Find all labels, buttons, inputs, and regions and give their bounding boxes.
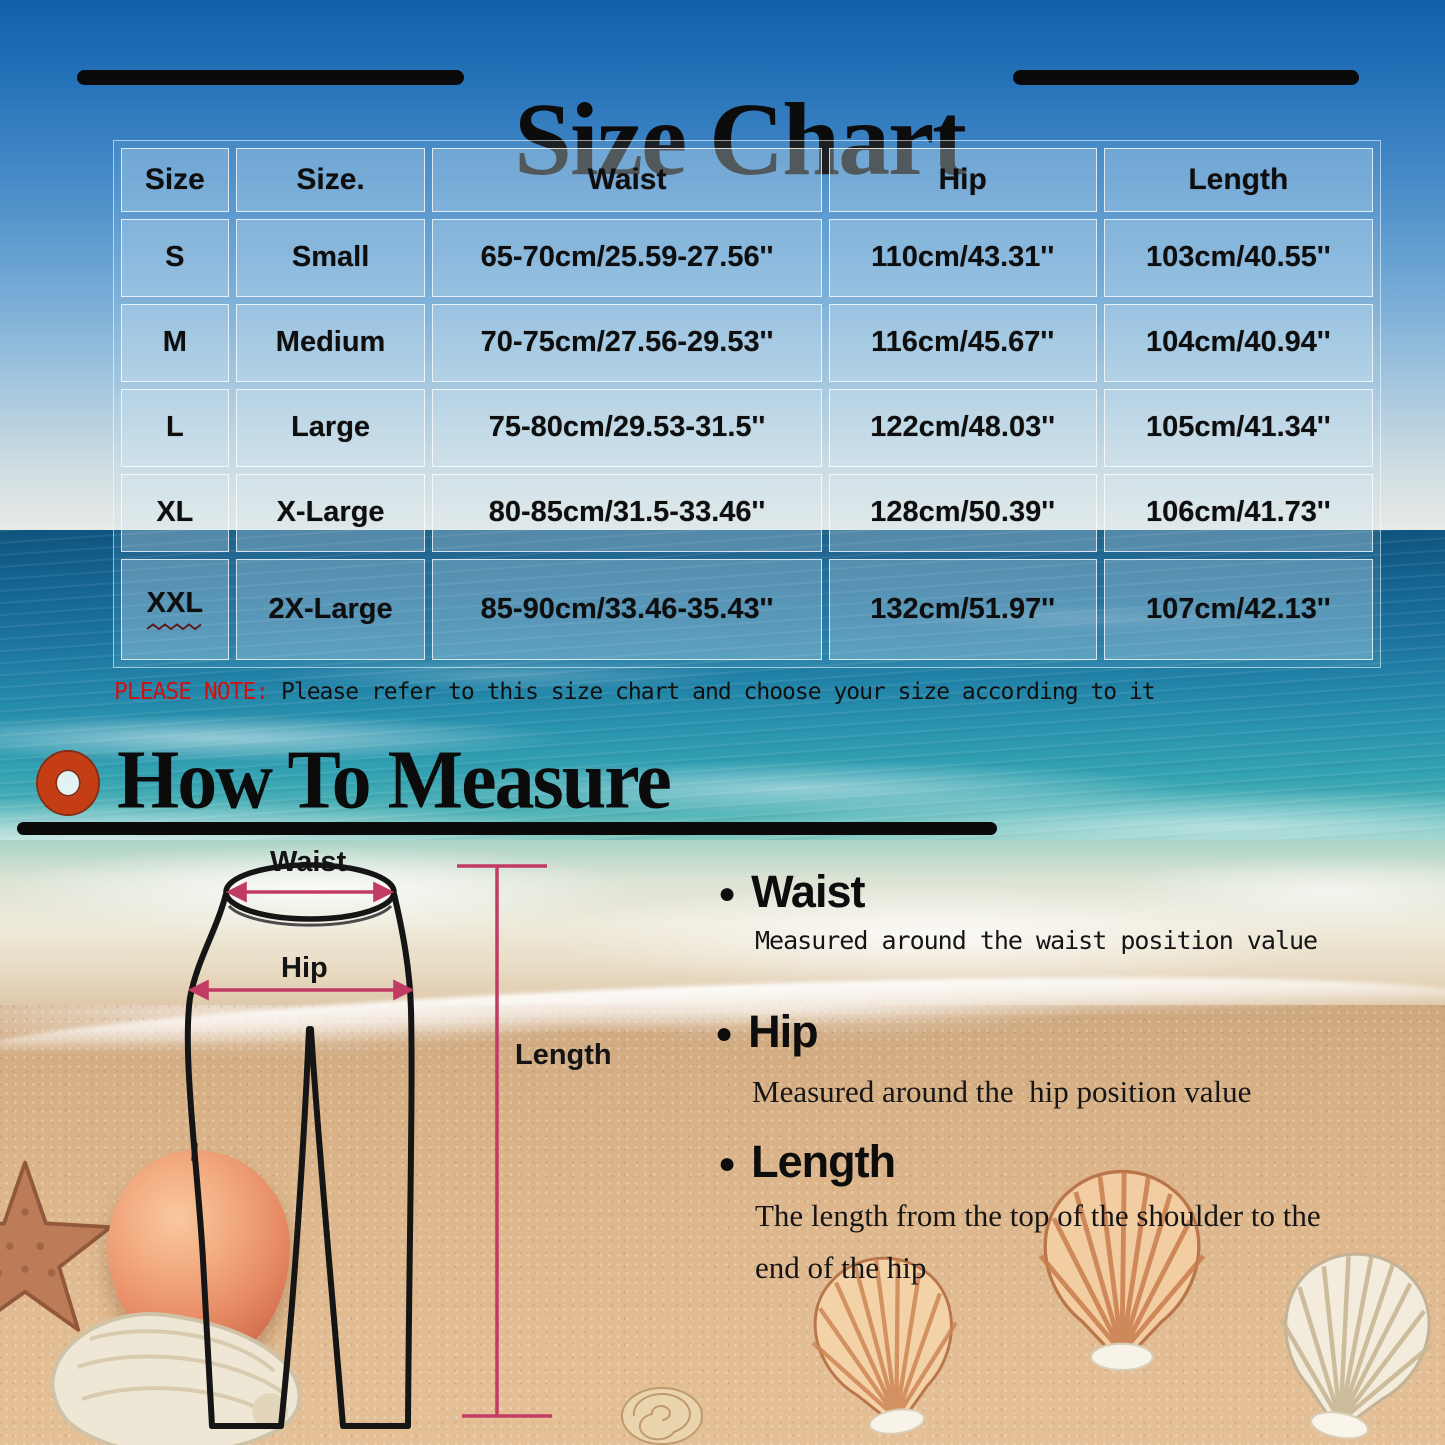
measure-item-length: ● Length The length from the top of the … — [718, 1136, 1355, 1294]
measure-description: The length from the top of the shoulder … — [755, 1198, 1329, 1285]
col-header-waist: Waist — [432, 148, 822, 212]
note-text: Please refer to this size chart and choo… — [268, 679, 1156, 705]
page-title: Size Chart — [514, 81, 967, 197]
measure-item-waist: ● Waist Measured around the waist positi… — [718, 866, 1318, 955]
scallop-shell-icon — [1279, 1252, 1433, 1440]
measure-description: Measured around the hip position value — [752, 1074, 1252, 1109]
col-header-hip: Hip — [828, 148, 1097, 212]
diagram-hip-label: Hip — [281, 952, 328, 984]
bullet-dot-icon: ● — [715, 1017, 734, 1050]
bullet-dot-icon: ● — [718, 877, 737, 910]
note-label: PLEASE NOTE: — [114, 679, 269, 705]
diagram-length-label: Length — [515, 1039, 612, 1071]
spellcheck-squiggle — [146, 623, 202, 631]
scallop-shell-icon — [811, 1256, 958, 1435]
conch-shell-icon — [50, 1312, 302, 1445]
measure-item-hip: ● Hip Measured around the hip position v… — [715, 1006, 1251, 1118]
sky-background — [0, 0, 1445, 532]
target-ring-icon — [38, 752, 98, 814]
col-header-length: Length — [1103, 148, 1373, 212]
table-row: XL X-Large 80-85cm/31.5-33.46'' 128cm/50… — [121, 473, 1373, 552]
scallop-shell-icon — [1038, 1170, 1206, 1372]
ocean-background — [0, 530, 1445, 845]
table-row: S Small 65-70cm/25.59-27.56'' 110cm/43.3… — [121, 219, 1373, 297]
bullet-dot-icon: ● — [718, 1147, 737, 1180]
measure-term: Length — [751, 1136, 896, 1187]
measure-term: Waist — [751, 866, 865, 917]
measure-description: Measured around the waist position value — [755, 926, 1318, 955]
how-to-measure-heading: How To Measure — [117, 734, 672, 827]
col-header-size: Size — [121, 148, 229, 212]
col-header-size-name: Size. — [235, 148, 426, 212]
pants-measurement-diagram — [184, 862, 552, 1429]
table-header-row: Size Size. Waist Hip Length — [121, 148, 1373, 212]
size-table: Size Size. Waist Hip Length S Small 65-7… — [113, 140, 1381, 668]
size-note: PLEASE NOTE: Please refer to this size c… — [114, 679, 1156, 705]
small-shell-icon — [621, 1387, 703, 1445]
table-row: M Medium 70-75cm/27.56-29.53'' 116cm/45.… — [121, 303, 1373, 382]
title-rule-right — [1013, 70, 1359, 85]
heading-underline — [17, 822, 997, 835]
diagram-waist-label: Waist — [270, 846, 347, 878]
title-rule-left — [77, 70, 464, 85]
measure-term: Hip — [748, 1006, 818, 1057]
table-row: L Large 75-80cm/29.53-31.5'' 122cm/48.03… — [121, 388, 1373, 467]
starfish-icon — [0, 1160, 113, 1332]
table-row: XXL 2X-Large 85-90cm/33.46-35.43'' 132cm… — [121, 558, 1373, 660]
